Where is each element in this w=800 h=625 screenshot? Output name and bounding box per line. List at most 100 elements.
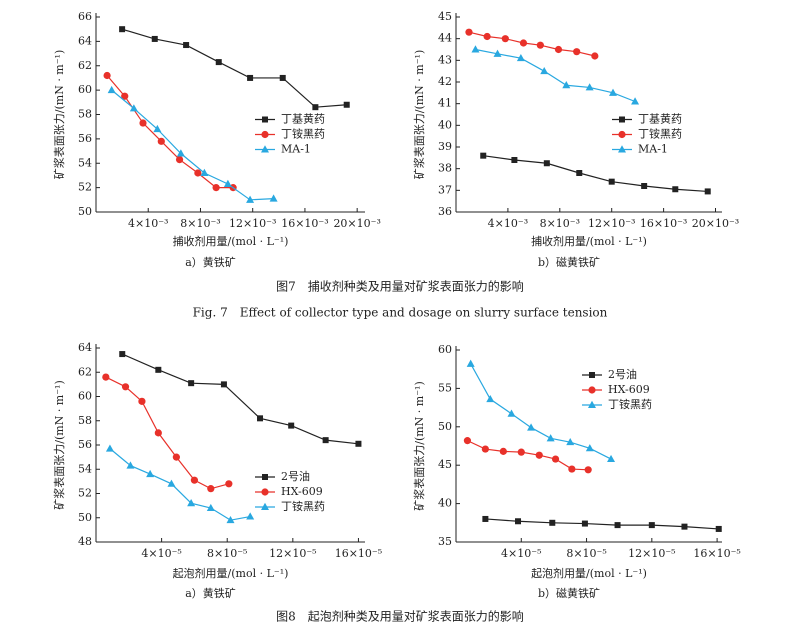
x-tick-label: 12×10⁻⁵ <box>628 547 675 560</box>
marker-circle <box>175 155 184 164</box>
marker-circle <box>121 92 129 100</box>
marker-circle <box>519 39 528 47</box>
figure-caption-en: Fig. 7 Effect of collector type and dosa… <box>193 306 608 320</box>
x-tick-label: 16×10⁻³ <box>640 217 687 230</box>
marker-circle <box>261 488 269 496</box>
series-line <box>121 28 347 108</box>
marker-triangle <box>466 359 475 367</box>
marker-triangle <box>609 88 618 96</box>
marker-triangle <box>618 145 626 153</box>
marker-square <box>262 474 268 480</box>
series-line <box>109 448 251 521</box>
y-axis-label: 矿浆表面张力/(mN · m⁻¹) <box>52 380 66 509</box>
x-tick-label: 8×10⁻³ <box>540 217 580 230</box>
marker-square <box>343 101 350 108</box>
y-tick-label: 62 <box>78 59 92 72</box>
marker-triangle <box>200 168 209 176</box>
y-tick-label: 37 <box>438 183 452 196</box>
marker-triangle <box>153 124 162 133</box>
x-tick-label: 4×10⁻³ <box>128 217 168 230</box>
marker-circle <box>207 485 215 493</box>
y-tick-label: 60 <box>78 83 92 96</box>
marker-circle <box>501 35 509 43</box>
marker-square <box>247 74 254 81</box>
marker-square <box>322 437 329 444</box>
y-tick-label: 39 <box>438 140 452 153</box>
marker-circle <box>121 383 130 391</box>
marker-square <box>482 515 489 522</box>
marker-circle <box>554 45 563 54</box>
marker-square <box>619 116 625 123</box>
legend-label: 丁基黄药 <box>638 112 682 126</box>
y-tick-label: 35 <box>438 535 452 548</box>
x-axis-label: 捕收剂用量/(mol · L⁻¹) <box>531 234 647 248</box>
y-tick-label: 36 <box>438 205 452 218</box>
y-tick-label: 45 <box>438 10 452 23</box>
panel-caption: b）磁黄铁矿 <box>538 255 600 269</box>
marker-triangle <box>105 444 114 452</box>
panel-caption: b）磁黄铁矿 <box>538 586 600 600</box>
y-tick-label: 44 <box>438 32 452 45</box>
marker-triangle <box>246 512 255 520</box>
series-line <box>485 518 719 530</box>
marker-circle <box>103 71 111 80</box>
marker-circle <box>588 386 596 394</box>
legend-label: 丁铵黑药 <box>281 127 325 141</box>
legend-label: MA-1 <box>281 143 311 156</box>
series-line <box>106 75 234 189</box>
marker-triangle <box>261 145 269 153</box>
panel-caption: a）黄铁矿 <box>185 586 236 600</box>
x-tick-label: 4×10⁻⁵ <box>501 547 541 560</box>
marker-square <box>589 372 595 378</box>
marker-circle <box>535 451 543 459</box>
y-tick-label: 64 <box>78 34 92 47</box>
y-tick-label: 60 <box>438 343 452 356</box>
x-tick-label: 8×10⁻⁵ <box>566 547 606 560</box>
y-tick-label: 52 <box>78 181 92 194</box>
marker-square <box>257 415 264 422</box>
marker-circle <box>573 48 581 56</box>
marker-circle <box>261 130 269 139</box>
marker-triangle <box>493 49 502 57</box>
marker-circle <box>139 119 147 127</box>
y-tick-label: 62 <box>78 365 92 378</box>
x-tick-label: 4×10⁻³ <box>488 217 528 230</box>
marker-triangle <box>562 81 571 89</box>
y-tick-label: 50 <box>438 420 452 433</box>
marker-triangle <box>269 194 278 202</box>
marker-square <box>641 183 648 189</box>
marker-triangle <box>507 409 516 417</box>
legend-label: 丁铵黑药 <box>608 397 652 411</box>
y-tick-label: 66 <box>78 10 92 23</box>
legend-label: MA-1 <box>638 143 668 156</box>
marker-triangle <box>146 469 155 478</box>
marker-square <box>279 74 286 81</box>
marker-circle <box>499 447 507 455</box>
y-tick-label: 41 <box>438 97 452 110</box>
marker-circle <box>463 437 472 445</box>
x-tick-label: 16×10⁻⁵ <box>693 547 740 560</box>
legend-label: HX-609 <box>281 485 323 498</box>
x-tick-label: 12×10⁻³ <box>229 217 276 230</box>
y-tick-label: 60 <box>78 390 92 403</box>
y-tick-label: 50 <box>78 511 92 524</box>
series-line <box>475 48 636 103</box>
legend-label: HX-609 <box>608 383 650 396</box>
marker-triangle <box>527 423 536 431</box>
marker-square <box>581 520 588 527</box>
x-tick-label: 20×10⁻³ <box>333 217 380 230</box>
marker-triangle <box>187 499 196 507</box>
marker-square <box>183 42 190 49</box>
figure-caption: 图8 起泡剂种类及用量对矿浆表面张力的影响 <box>276 609 524 624</box>
marker-circle <box>465 28 473 36</box>
marker-circle <box>584 466 592 474</box>
x-tick-label: 16×10⁻⁵ <box>335 547 382 560</box>
marker-triangle <box>206 503 215 512</box>
figure-caption: 图7 捕收剂种类及用量对矿浆表面张力的影响 <box>276 279 524 294</box>
marker-square <box>648 522 655 529</box>
x-tick-label: 20×10⁻³ <box>692 217 739 230</box>
marker-circle <box>551 455 560 463</box>
marker-circle <box>568 465 576 473</box>
